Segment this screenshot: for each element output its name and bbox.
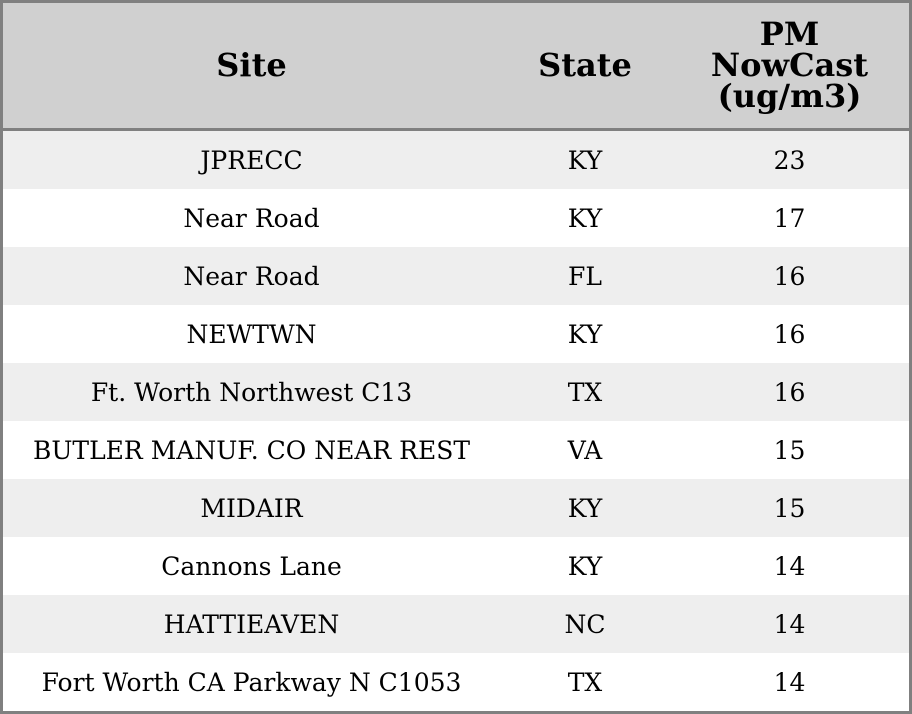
cell-state: NC (500, 595, 670, 653)
cell-state: KY (500, 129, 670, 189)
cell-site: Near Road (183, 203, 320, 233)
table-row: BUTLER MANUF. CO NEAR REST VA 15 (2, 421, 911, 479)
header-pm-line: (ug/m3) (717, 77, 862, 115)
cell-pm: 16 (670, 247, 911, 305)
cell-site: Fort Worth CA Parkway N C1053 (41, 667, 462, 697)
cell-state: TX (567, 667, 603, 697)
cell-pm: 14 (670, 595, 911, 653)
table-row: Cannons Lane KY 14 (2, 537, 911, 595)
cell-site: Cannons Lane (161, 551, 342, 581)
cell-pm: 16 (670, 363, 911, 421)
cell-pm: 14 (773, 667, 806, 697)
header-pm-line: PM (759, 15, 820, 53)
cell-site: Ft. Worth Northwest C13 (1, 363, 500, 421)
cell-state: VA (567, 435, 603, 465)
cell-state: TX (500, 363, 670, 421)
cell-site: JPRECC (1, 129, 500, 189)
cell-pm: 15 (670, 479, 911, 537)
cell-state: KY (500, 479, 670, 537)
cell-state: KY (567, 319, 603, 349)
cell-state: KY (567, 203, 603, 233)
table-row: Ft. Worth Northwest C13 TX 16 (1, 363, 911, 421)
header-state: State (500, 1, 670, 131)
table-row: JPRECC KY 23 (1, 129, 911, 189)
cell-pm: 15 (773, 435, 806, 465)
cell-site: MIDAIR (1, 479, 500, 537)
cell-site: HATTIEAVEN (1, 595, 500, 653)
cell-site: BUTLER MANUF. CO NEAR REST (32, 435, 471, 465)
header-pm-line: NowCast (710, 46, 869, 84)
cell-state: FL (500, 247, 670, 305)
header-site: Site (1, 1, 500, 131)
cell-pm: 14 (773, 551, 806, 581)
table-row: HATTIEAVEN NC 14 (1, 595, 911, 653)
cell-site: NEWTWN (186, 319, 317, 349)
header-row: Site State PM NowCast (ug/m3) (1, 1, 911, 131)
table-row: Near Road FL 16 (1, 247, 911, 305)
cell-pm: 17 (773, 203, 806, 233)
table-row: Fort Worth CA Parkway N C1053 TX 14 (2, 653, 911, 713)
header-pm: PM NowCast (ug/m3) (670, 1, 911, 131)
cell-state: KY (567, 551, 603, 581)
table-row: NEWTWN KY 16 (2, 305, 911, 363)
cell-pm: 23 (670, 129, 911, 189)
table-row: Near Road KY 17 (2, 189, 911, 247)
table-row: MIDAIR KY 15 (1, 479, 911, 537)
cell-site: Near Road (1, 247, 500, 305)
cell-pm: 16 (773, 319, 806, 349)
